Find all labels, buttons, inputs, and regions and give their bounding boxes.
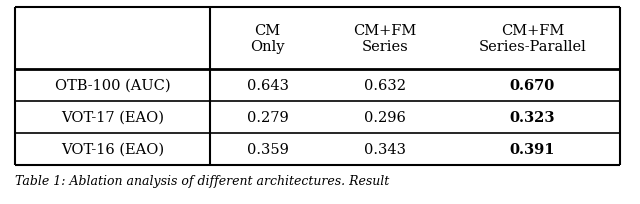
Text: 0.323: 0.323 bbox=[509, 110, 556, 124]
Text: CM: CM bbox=[255, 24, 280, 38]
Text: 0.391: 0.391 bbox=[509, 142, 556, 156]
Text: 0.670: 0.670 bbox=[510, 79, 555, 93]
Text: 0.632: 0.632 bbox=[364, 79, 406, 93]
Text: Series: Series bbox=[362, 40, 408, 54]
Text: 0.296: 0.296 bbox=[364, 110, 406, 124]
Text: Only: Only bbox=[250, 40, 285, 54]
Text: 0.643: 0.643 bbox=[246, 79, 289, 93]
Text: 0.343: 0.343 bbox=[364, 142, 406, 156]
Text: OTB-100 (AUC): OTB-100 (AUC) bbox=[54, 79, 170, 93]
Text: 0.359: 0.359 bbox=[246, 142, 289, 156]
Text: Table 1: Ablation analysis of different architectures. Result: Table 1: Ablation analysis of different … bbox=[15, 174, 389, 187]
Text: VOT-17 (EAO): VOT-17 (EAO) bbox=[61, 110, 164, 124]
Text: VOT-16 (EAO): VOT-16 (EAO) bbox=[61, 142, 164, 156]
Text: 0.279: 0.279 bbox=[246, 110, 289, 124]
Text: Series-Parallel: Series-Parallel bbox=[479, 40, 586, 54]
Text: CM+FM: CM+FM bbox=[353, 24, 417, 38]
Text: CM+FM: CM+FM bbox=[501, 24, 564, 38]
